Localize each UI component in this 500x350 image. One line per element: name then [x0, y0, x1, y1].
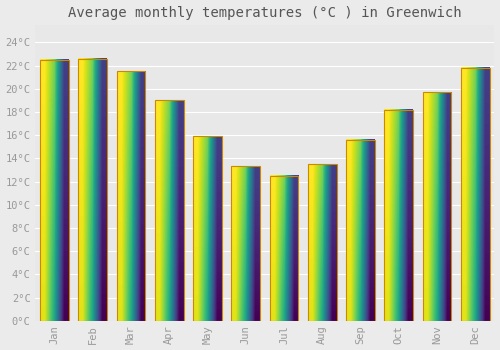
Bar	[116, 71, 146, 321]
Bar	[346, 140, 375, 321]
Bar	[308, 164, 336, 321]
Bar	[232, 167, 260, 321]
Title: Average monthly temperatures (°C ) in Greenwich: Average monthly temperatures (°C ) in Gr…	[68, 6, 462, 20]
Bar	[78, 58, 107, 321]
Bar	[270, 176, 298, 321]
Bar	[155, 100, 184, 321]
Bar	[40, 60, 69, 321]
Bar	[422, 92, 452, 321]
Bar	[384, 110, 413, 321]
Bar	[193, 136, 222, 321]
Bar	[461, 68, 490, 321]
